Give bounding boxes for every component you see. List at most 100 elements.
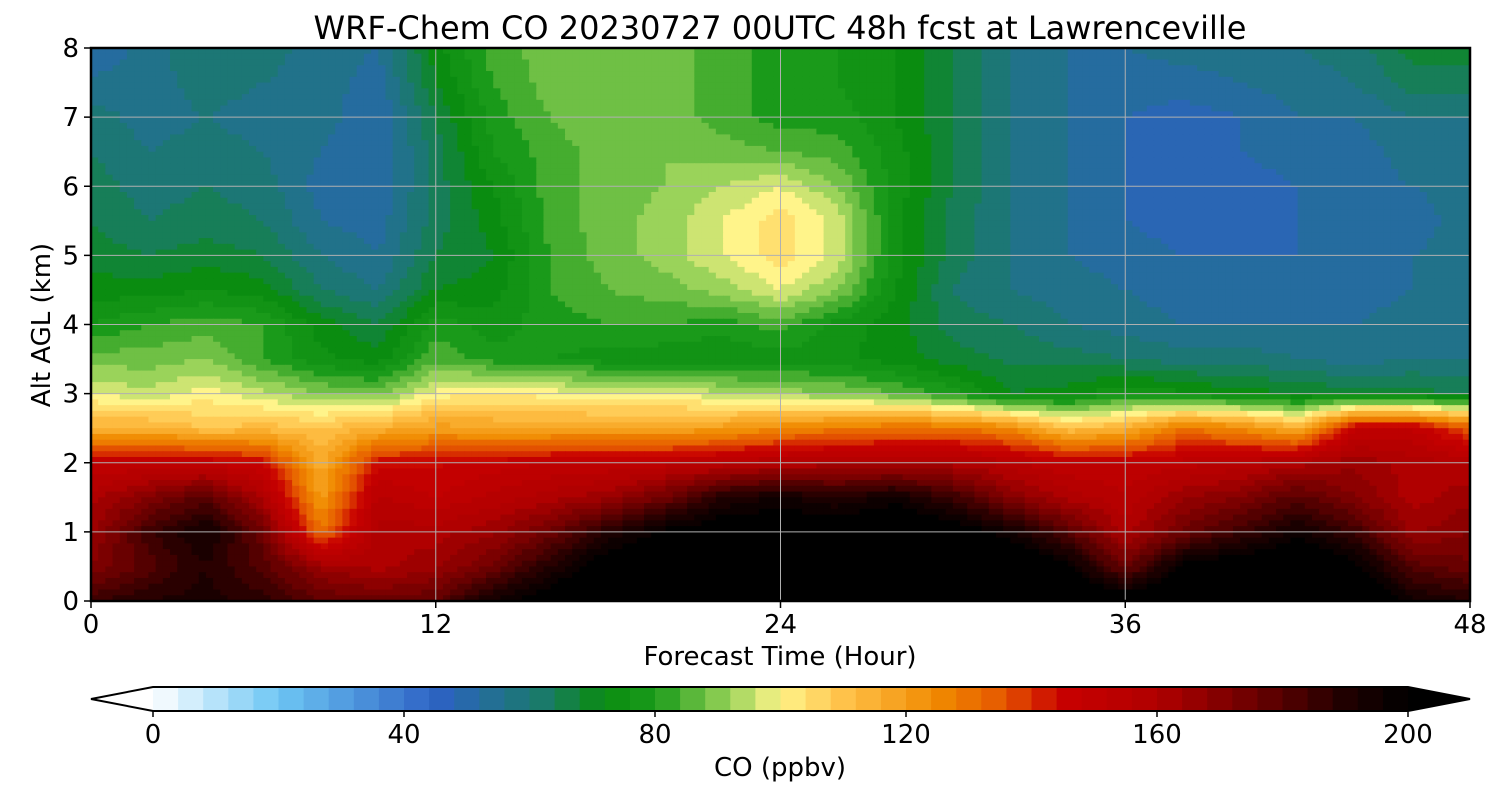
contour-cell	[450, 145, 458, 153]
contour-cell	[1082, 163, 1090, 170]
contour-cell	[1153, 117, 1162, 124]
contour-cell	[1168, 53, 1177, 61]
contour-cell	[758, 140, 767, 147]
contour-cell	[1074, 174, 1083, 182]
contour-cell	[974, 192, 983, 199]
contour-cell	[112, 134, 121, 141]
contour-cell	[471, 157, 480, 164]
contour-cell	[335, 65, 343, 72]
contour-cell	[407, 174, 415, 182]
contour-cell	[1189, 105, 1198, 112]
contour-cell	[1362, 111, 1371, 118]
contour-cell	[931, 111, 940, 118]
contour-cell	[148, 140, 157, 147]
contour-cell	[1304, 122, 1313, 130]
contour-cell	[507, 174, 516, 182]
contour-cell	[715, 151, 724, 159]
contour-cell	[881, 111, 889, 118]
contour-cell	[550, 71, 559, 78]
contour-cell	[227, 53, 236, 61]
contour-cell	[830, 99, 839, 107]
contour-cell	[457, 157, 466, 164]
contour-cell	[1383, 94, 1392, 101]
contour-cell	[766, 76, 774, 84]
contour-cell	[557, 76, 566, 84]
contour-cell	[270, 145, 279, 153]
contour-cell	[1125, 122, 1134, 130]
contour-cell	[543, 76, 552, 84]
contour-cell	[608, 117, 616, 124]
contour-cell	[1405, 163, 1414, 170]
contour-cell	[234, 134, 243, 141]
contour-cell	[766, 117, 774, 124]
contour-cell	[1089, 76, 1098, 84]
contour-cell	[557, 122, 566, 130]
contour-cell	[227, 145, 236, 153]
contour-cell	[1355, 168, 1363, 176]
contour-cell	[486, 163, 494, 170]
contour-cell	[277, 117, 286, 124]
contour-cell	[1247, 71, 1256, 78]
contour-cell	[1369, 82, 1378, 89]
contour-cell	[1333, 65, 1342, 72]
contour-cell	[672, 117, 681, 124]
contour-cell	[450, 99, 458, 107]
contour-cell	[306, 94, 315, 101]
contour-cell	[909, 71, 918, 78]
contour-cell	[909, 76, 918, 84]
contour-cell	[895, 168, 904, 176]
contour-cell	[1369, 157, 1378, 164]
contour-cell	[1017, 82, 1026, 89]
contour-cell	[464, 163, 473, 170]
contour-cell	[313, 71, 322, 78]
contour-cell	[651, 82, 659, 89]
contour-cell	[1003, 59, 1011, 66]
contour-cell	[1283, 145, 1292, 153]
contour-cell	[787, 53, 796, 61]
contour-cell	[1161, 168, 1169, 176]
contour-cell	[830, 59, 839, 66]
contour-cell	[249, 151, 257, 159]
contour-cell	[845, 192, 853, 199]
contour-cell	[1053, 174, 1062, 182]
contour-cell	[981, 174, 990, 182]
contour-cell	[1096, 174, 1105, 182]
contour-cell	[198, 174, 207, 182]
contour-cell	[1412, 192, 1421, 199]
contour-cell	[313, 99, 322, 107]
contour-cell	[636, 82, 645, 89]
contour-cell	[615, 48, 624, 55]
contour-cell	[1362, 128, 1371, 136]
contour-cell	[162, 186, 171, 193]
contour-cell	[1240, 105, 1248, 112]
contour-cell	[952, 192, 961, 199]
contour-cell	[715, 140, 724, 147]
contour-cell	[967, 48, 976, 55]
contour-cell	[1096, 94, 1105, 101]
contour-cell	[622, 53, 631, 61]
contour-cell	[608, 134, 616, 141]
contour-cell	[830, 168, 839, 176]
contour-cell	[543, 71, 552, 78]
contour-cell	[1283, 117, 1292, 124]
contour-cell	[823, 88, 832, 95]
contour-cell	[1074, 65, 1083, 72]
contour-cell	[1247, 140, 1256, 147]
contour-cell	[1118, 76, 1126, 84]
contour-cell	[213, 163, 221, 170]
contour-cell	[1261, 134, 1270, 141]
contour-cell	[1297, 48, 1306, 55]
contour-cell	[758, 168, 767, 176]
contour-cell	[1268, 174, 1277, 182]
contour-cell	[205, 71, 214, 78]
contour-cell	[636, 99, 645, 107]
contour-cell	[105, 94, 114, 101]
contour-cell	[615, 82, 624, 89]
contour-cell	[1448, 157, 1457, 164]
contour-cell	[802, 163, 810, 170]
contour-cell	[744, 122, 753, 130]
contour-cell	[945, 53, 954, 61]
contour-cell	[586, 111, 595, 118]
contour-cell	[845, 186, 853, 193]
contour-cell	[981, 157, 990, 164]
